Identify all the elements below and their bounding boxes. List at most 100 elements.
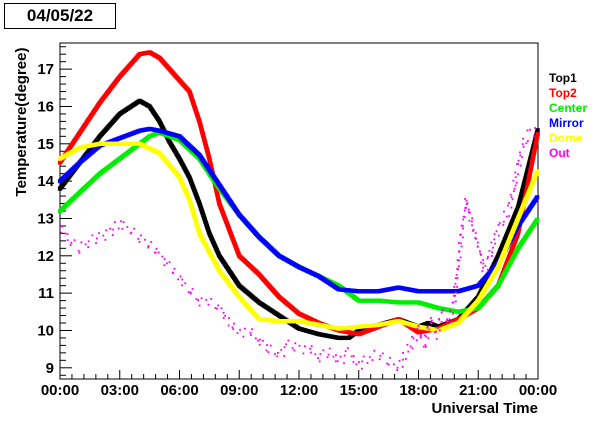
data-point bbox=[453, 286, 455, 288]
data-point bbox=[60, 225, 63, 227]
data-point bbox=[451, 301, 454, 304]
data-point bbox=[406, 343, 409, 346]
data-point bbox=[454, 294, 457, 297]
data-point bbox=[251, 328, 253, 331]
y-tick-label: 9 bbox=[46, 360, 54, 377]
data-point bbox=[298, 344, 301, 347]
data-point bbox=[177, 278, 180, 281]
data-point bbox=[521, 143, 524, 145]
data-point bbox=[495, 230, 498, 233]
data-point bbox=[463, 216, 466, 218]
x-tick-label: 21:00 bbox=[459, 382, 497, 399]
data-point bbox=[417, 325, 420, 327]
data-point bbox=[66, 233, 69, 235]
data-point bbox=[117, 227, 120, 230]
data-point bbox=[486, 257, 489, 260]
data-point bbox=[479, 252, 482, 255]
data-point bbox=[336, 360, 339, 363]
data-point bbox=[529, 128, 531, 131]
data-point bbox=[467, 208, 470, 211]
data-point bbox=[462, 215, 465, 218]
data-point bbox=[396, 366, 399, 369]
data-point bbox=[486, 256, 489, 258]
data-point bbox=[61, 225, 64, 228]
data-point bbox=[513, 190, 515, 193]
data-point bbox=[249, 331, 252, 334]
data-point bbox=[291, 347, 294, 349]
data-point bbox=[438, 329, 441, 332]
x-axis-title: Universal Time bbox=[432, 400, 538, 417]
y-tick-label: 14 bbox=[37, 173, 54, 190]
data-point bbox=[120, 220, 122, 223]
data-point bbox=[438, 318, 440, 321]
data-point bbox=[386, 362, 389, 365]
data-point bbox=[179, 275, 182, 278]
data-point bbox=[332, 355, 335, 358]
data-point bbox=[287, 339, 290, 342]
data-point bbox=[452, 301, 455, 304]
data-point bbox=[471, 220, 473, 223]
series-layer bbox=[57, 50, 540, 372]
x-tick-label: 15:00 bbox=[340, 382, 378, 399]
data-point bbox=[197, 299, 200, 302]
data-point bbox=[471, 217, 474, 220]
data-point bbox=[472, 229, 474, 232]
data-point bbox=[456, 277, 459, 279]
data-point bbox=[450, 321, 452, 324]
data-point bbox=[486, 268, 489, 271]
data-point bbox=[411, 335, 413, 338]
data-point bbox=[516, 162, 518, 165]
data-point bbox=[452, 294, 455, 297]
data-point bbox=[157, 251, 160, 254]
data-point bbox=[517, 159, 520, 162]
x-tick-label: 12:00 bbox=[280, 382, 318, 399]
data-point bbox=[398, 359, 401, 362]
data-point bbox=[460, 245, 463, 248]
y-axis-title: Temperature(degree) bbox=[13, 48, 30, 197]
data-point bbox=[155, 247, 158, 250]
data-point bbox=[497, 234, 500, 237]
data-point bbox=[269, 344, 272, 347]
data-point bbox=[503, 210, 505, 213]
data-point bbox=[519, 154, 522, 157]
data-point bbox=[458, 259, 461, 262]
data-point bbox=[216, 307, 219, 310]
legend-item-dome: Dome bbox=[549, 131, 583, 145]
y-tick-labels: 9 10 11 12 13 14 15 16 17 bbox=[37, 61, 54, 377]
data-point bbox=[526, 129, 529, 132]
data-point bbox=[416, 327, 419, 330]
data-point bbox=[95, 242, 97, 245]
data-point bbox=[109, 227, 112, 230]
data-point bbox=[187, 291, 190, 293]
data-point bbox=[461, 225, 464, 227]
data-point bbox=[69, 244, 72, 247]
data-point bbox=[472, 228, 475, 231]
data-point bbox=[112, 228, 115, 231]
data-point bbox=[302, 352, 305, 355]
data-point bbox=[366, 362, 369, 365]
data-point bbox=[276, 351, 279, 354]
data-point bbox=[293, 349, 296, 352]
data-point bbox=[181, 278, 184, 281]
data-point bbox=[387, 363, 390, 366]
data-point bbox=[77, 249, 80, 252]
data-point bbox=[166, 262, 168, 265]
data-point bbox=[303, 345, 306, 348]
x-tick-label: 09:00 bbox=[220, 382, 258, 399]
data-point bbox=[440, 311, 443, 314]
data-point bbox=[535, 217, 540, 222]
data-point bbox=[460, 242, 462, 245]
data-point bbox=[249, 334, 252, 336]
data-point bbox=[502, 220, 505, 223]
data-point bbox=[379, 354, 382, 357]
data-point bbox=[435, 326, 437, 329]
data-point bbox=[138, 241, 141, 243]
data-point bbox=[294, 342, 297, 345]
data-point bbox=[457, 242, 460, 244]
data-point bbox=[231, 326, 234, 329]
y-tick-label: 10 bbox=[37, 322, 54, 339]
data-point bbox=[514, 184, 517, 187]
y-tick-label: 12 bbox=[37, 248, 54, 265]
data-point bbox=[310, 351, 312, 354]
